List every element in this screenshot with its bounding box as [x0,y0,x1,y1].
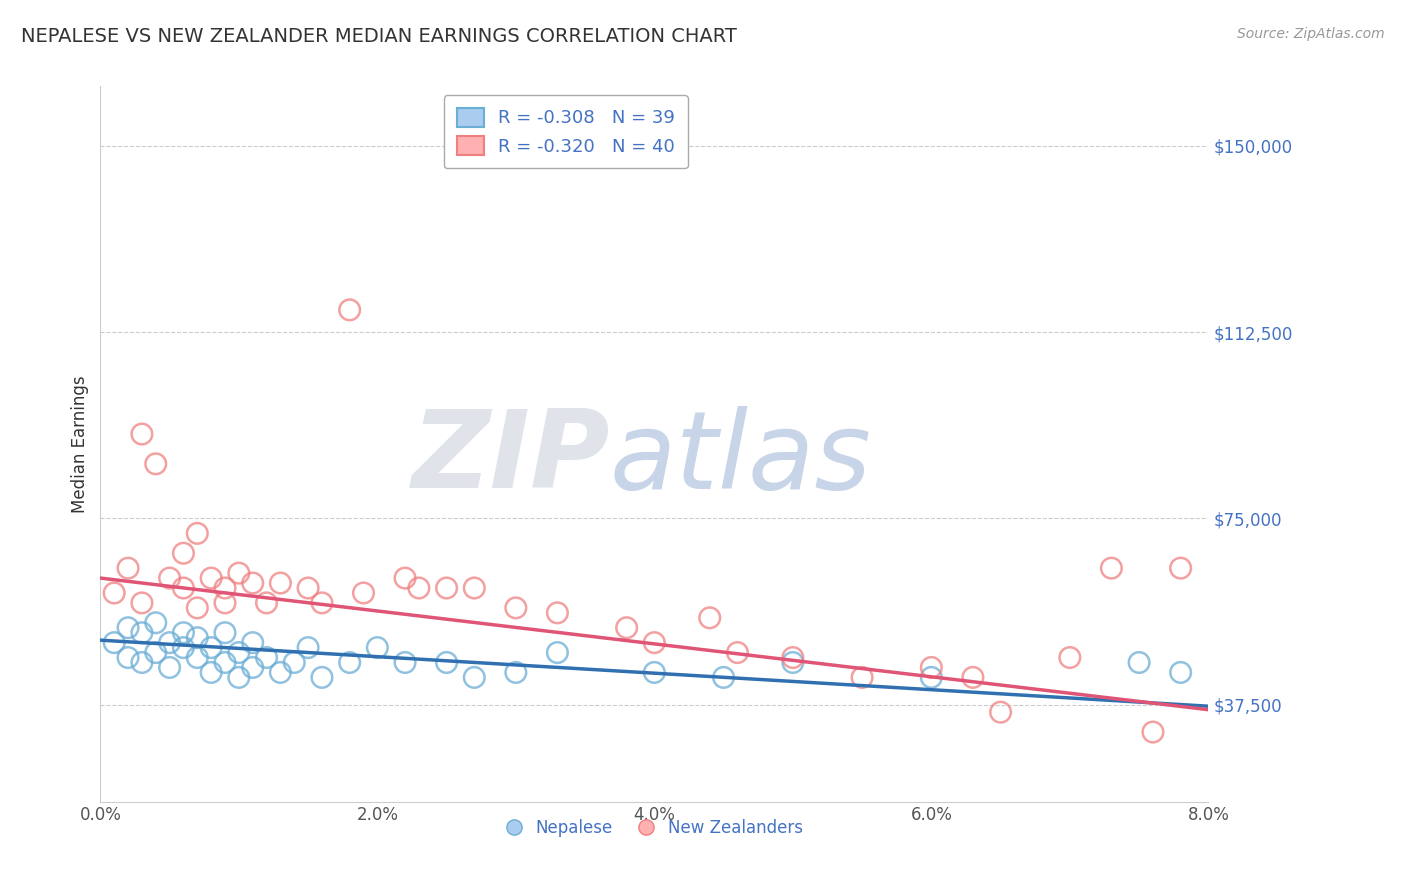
Point [366,640,388,655]
Point [186,631,208,645]
Point [436,581,458,595]
Point [200,640,222,655]
Point [643,665,665,680]
Point [145,615,167,630]
Point [920,670,942,684]
Point [186,526,208,541]
Point [283,656,305,670]
Point [214,656,236,670]
Point [297,581,319,595]
Point [1099,561,1122,575]
Point [172,640,194,655]
Point [713,670,735,684]
Point [408,581,430,595]
Point [546,606,568,620]
Text: Source: ZipAtlas.com: Source: ZipAtlas.com [1237,27,1385,41]
Point [200,571,222,585]
Point [1170,561,1192,575]
Point [962,670,984,684]
Point [228,670,250,684]
Point [145,457,167,471]
Text: NEPALESE VS NEW ZEALANDER MEDIAN EARNINGS CORRELATION CHART: NEPALESE VS NEW ZEALANDER MEDIAN EARNING… [21,27,737,45]
Point [228,646,250,660]
Point [463,581,485,595]
Point [131,596,153,610]
Point [311,596,333,610]
Point [505,665,527,680]
Point [269,576,291,591]
Point [172,546,194,560]
Point [117,650,139,665]
Point [1059,650,1081,665]
Point [1170,665,1192,680]
Legend: Nepalese, New Zealanders: Nepalese, New Zealanders [499,812,810,843]
Point [297,640,319,655]
Point [214,581,236,595]
Point [920,660,942,674]
Point [339,656,361,670]
Point [699,611,721,625]
Point [990,705,1012,719]
Point [643,635,665,649]
Point [159,660,181,674]
Point [117,561,139,575]
Point [463,670,485,684]
Point [117,621,139,635]
Point [172,625,194,640]
Point [131,656,153,670]
Point [159,571,181,585]
Point [616,621,638,635]
Point [256,650,278,665]
Point [546,646,568,660]
Point [242,576,264,591]
Point [505,600,527,615]
Point [782,650,804,665]
Point [186,650,208,665]
Point [131,427,153,442]
Point [242,660,264,674]
Point [269,665,291,680]
Point [103,635,125,649]
Point [145,646,167,660]
Point [131,625,153,640]
Point [394,571,416,585]
Point [200,665,222,680]
Point [159,635,181,649]
Point [725,646,748,660]
Point [214,625,236,640]
Point [1142,725,1164,739]
Point [242,635,264,649]
Point [782,656,804,670]
Point [339,302,361,317]
Text: atlas: atlas [610,406,872,511]
Point [353,586,375,600]
Point [311,670,333,684]
Point [186,600,208,615]
Point [228,566,250,580]
Point [436,656,458,670]
Text: ZIP: ZIP [412,405,610,511]
Point [214,596,236,610]
Point [851,670,873,684]
Point [1128,656,1150,670]
Point [103,586,125,600]
Point [172,581,194,595]
Y-axis label: Median Earnings: Median Earnings [72,376,89,513]
Point [394,656,416,670]
Point [256,596,278,610]
